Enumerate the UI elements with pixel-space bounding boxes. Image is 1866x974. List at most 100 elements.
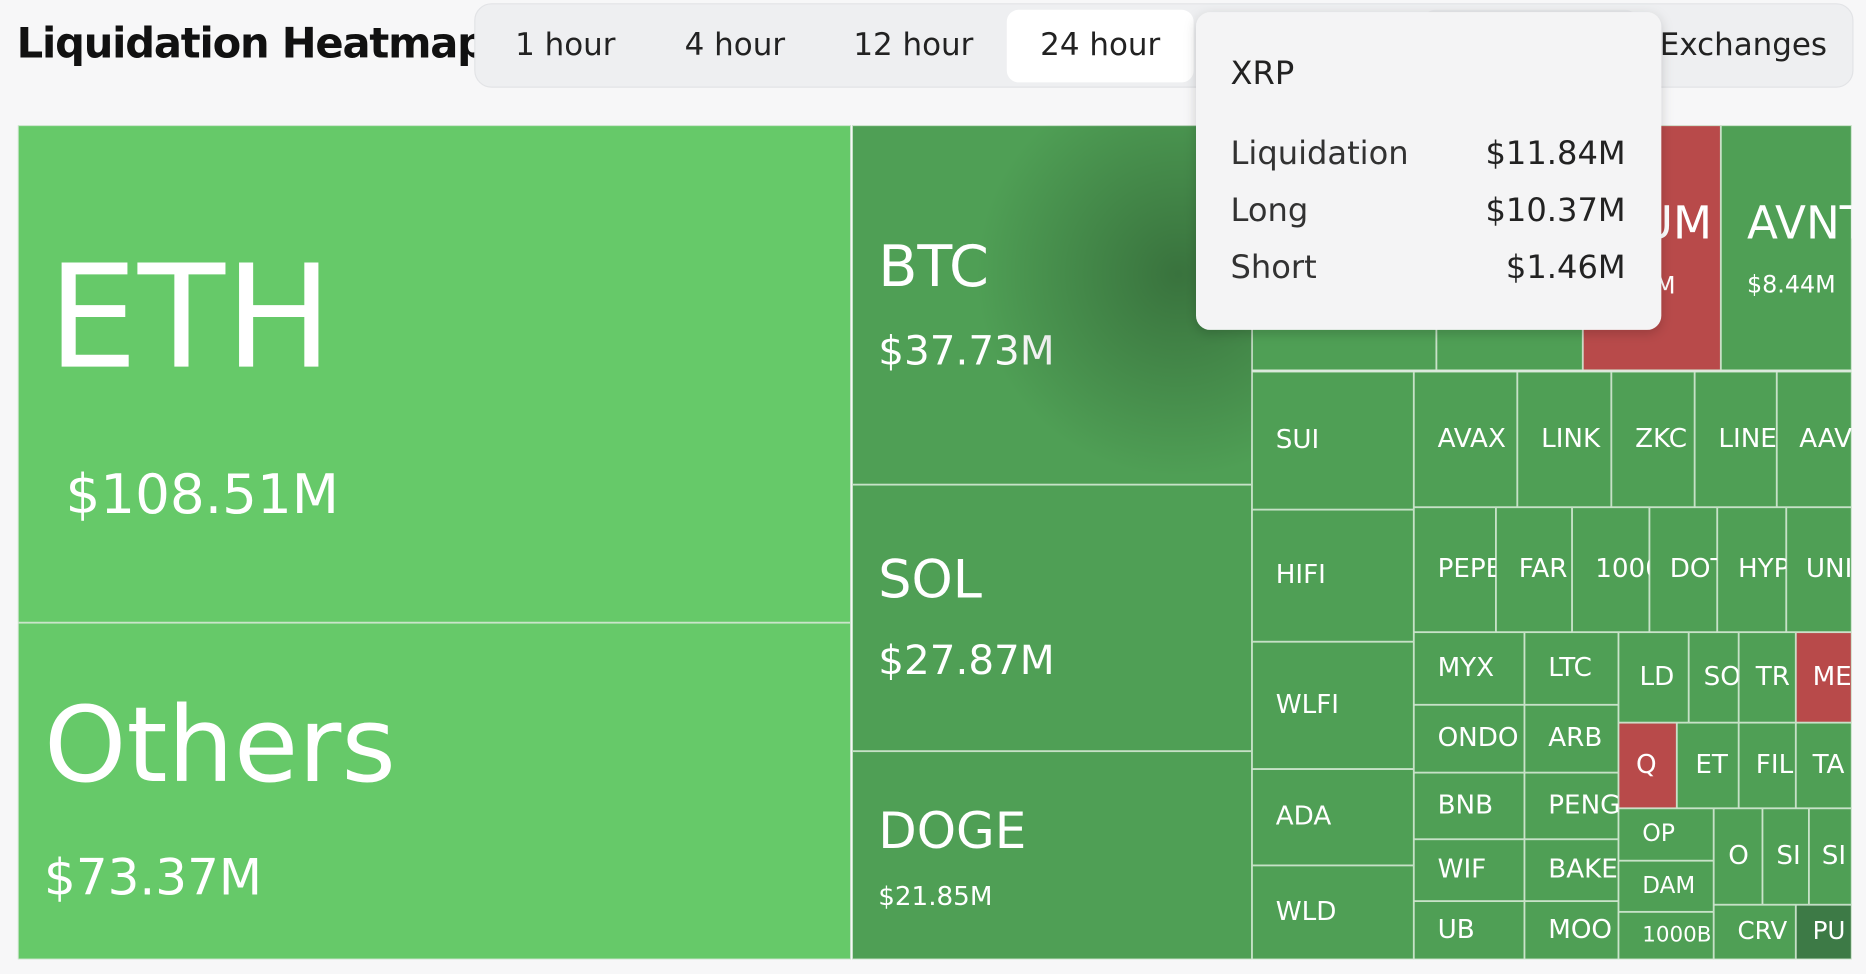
tile[interactable]: TA xyxy=(1795,722,1852,809)
tile[interactable]: LD xyxy=(1618,632,1689,723)
tile[interactable]: DOGE $21.85M xyxy=(852,751,1252,960)
tile-rect[interactable] xyxy=(17,125,851,623)
tile[interactable]: SI xyxy=(1762,808,1809,905)
tile[interactable]: OP xyxy=(1618,808,1714,861)
tile[interactable]: FIL xyxy=(1738,722,1796,809)
tile-rect[interactable] xyxy=(1413,704,1525,773)
tile[interactable]: BAKE xyxy=(1524,839,1619,902)
tile[interactable]: SI xyxy=(1808,808,1852,905)
tile-rect[interactable] xyxy=(1795,904,1852,960)
tile[interactable]: MOO xyxy=(1524,901,1619,960)
tile-rect[interactable] xyxy=(1524,772,1619,840)
tile-rect[interactable] xyxy=(17,622,851,960)
tile-rect[interactable] xyxy=(1251,371,1414,510)
tile[interactable]: AVAX xyxy=(1413,371,1518,508)
tile-rect[interactable] xyxy=(1517,371,1612,508)
tile[interactable]: ARB xyxy=(1524,704,1619,773)
tile[interactable]: CRV xyxy=(1713,904,1796,960)
tile-rect[interactable] xyxy=(1413,507,1496,633)
tile[interactable]: MYX xyxy=(1413,632,1525,705)
tile-rect[interactable] xyxy=(1713,904,1796,960)
tile-rect[interactable] xyxy=(1251,769,1414,866)
tile-rect[interactable] xyxy=(1618,860,1714,912)
tile[interactable]: ONDO xyxy=(1413,704,1525,773)
tile[interactable]: HIFI xyxy=(1251,509,1414,642)
tile-rect[interactable] xyxy=(1413,901,1525,960)
tile[interactable]: SOL $27.87M xyxy=(852,484,1252,752)
tile[interactable]: PENGU xyxy=(1524,772,1639,840)
tile-rect[interactable] xyxy=(1495,507,1573,633)
tile[interactable]: LINK xyxy=(1517,371,1612,508)
tile[interactable]: LINEA xyxy=(1694,371,1795,508)
tile-rect[interactable] xyxy=(1251,509,1414,642)
tile[interactable]: LTC xyxy=(1524,632,1619,705)
tile[interactable]: Others $73.37M xyxy=(17,622,851,960)
tile-rect[interactable] xyxy=(1688,632,1739,723)
tile-rect[interactable] xyxy=(1251,865,1414,960)
tile-rect[interactable] xyxy=(1738,632,1796,723)
tile[interactable]: HYPE xyxy=(1717,507,1806,633)
tile-rect[interactable] xyxy=(1762,808,1809,905)
tile-rect[interactable] xyxy=(1524,901,1619,960)
tab[interactable]: 1 hour xyxy=(515,27,616,63)
tile-rect[interactable] xyxy=(1524,704,1619,773)
tile[interactable]: PU xyxy=(1795,904,1852,960)
tile-rect[interactable] xyxy=(852,484,1252,752)
tile-rect[interactable] xyxy=(1676,722,1739,809)
tile[interactable]: UNI xyxy=(1786,507,1852,633)
tile-rect[interactable] xyxy=(1713,808,1763,905)
tab[interactable]: 12 hour xyxy=(853,27,973,63)
tile-rect[interactable] xyxy=(1618,911,1714,960)
tile[interactable]: SO xyxy=(1688,632,1741,723)
tile-rect[interactable] xyxy=(1413,371,1518,508)
tile-rect[interactable] xyxy=(1808,808,1852,905)
tile-rect[interactable] xyxy=(1413,772,1525,840)
tile-rect[interactable] xyxy=(1720,125,1852,371)
tile-rect[interactable] xyxy=(1618,722,1677,809)
tile[interactable]: ME xyxy=(1795,632,1852,723)
tile-rect[interactable] xyxy=(1251,641,1414,770)
tab[interactable]: 4 hour xyxy=(685,27,786,63)
tile-rect[interactable] xyxy=(1776,371,1852,508)
tile[interactable]: UB xyxy=(1413,901,1525,960)
tab[interactable]: 24 hour xyxy=(1040,27,1160,63)
tile[interactable]: ZKC xyxy=(1611,371,1695,508)
tile-rect[interactable] xyxy=(1738,722,1796,809)
tile[interactable]: 1000B xyxy=(1618,911,1714,960)
tile-rect[interactable] xyxy=(1611,371,1695,508)
tile-rect[interactable] xyxy=(1413,632,1525,705)
tile-rect[interactable] xyxy=(1694,371,1777,508)
tile-rect[interactable] xyxy=(852,751,1252,960)
tile[interactable]: Q xyxy=(1618,722,1677,809)
tile[interactable]: ET xyxy=(1676,722,1739,809)
tile[interactable]: ADA xyxy=(1251,769,1414,866)
tile[interactable]: WLFI xyxy=(1251,641,1414,770)
tile-rect[interactable] xyxy=(1795,722,1852,809)
tile[interactable]: DOT xyxy=(1649,507,1727,633)
tile[interactable]: WIF xyxy=(1413,839,1525,902)
tile[interactable]: AAVE xyxy=(1776,371,1866,508)
tile[interactable]: ETH $108.51M xyxy=(17,125,851,623)
tile[interactable]: WLD xyxy=(1251,865,1414,960)
tile-rect[interactable] xyxy=(1649,507,1718,633)
tile-rect[interactable] xyxy=(1413,839,1525,902)
tile-rect[interactable] xyxy=(1572,507,1650,633)
tile-rect[interactable] xyxy=(1786,507,1852,633)
tile[interactable]: O xyxy=(1713,808,1763,905)
tile-rect[interactable] xyxy=(1524,839,1619,902)
tile[interactable]: 1000 xyxy=(1572,507,1662,633)
tile-rect[interactable] xyxy=(1795,632,1852,723)
tile-rect[interactable] xyxy=(1618,632,1689,723)
tile[interactable]: PEPE xyxy=(1413,507,1502,633)
tile[interactable]: AVNT $8.44M xyxy=(1720,125,1866,371)
tile-rect[interactable] xyxy=(1618,808,1714,861)
tile[interactable]: FAR xyxy=(1495,507,1573,633)
tile-rect[interactable] xyxy=(1524,632,1619,705)
tile-rect[interactable] xyxy=(1717,507,1787,633)
tile[interactable]: DAM xyxy=(1618,860,1714,912)
tab[interactable]: Exchanges xyxy=(1660,27,1827,63)
tile[interactable]: BNB xyxy=(1413,772,1525,840)
tile-label: LINEA xyxy=(1718,424,1794,454)
tile[interactable]: SUI xyxy=(1251,371,1414,510)
tile[interactable]: TR xyxy=(1738,632,1796,723)
